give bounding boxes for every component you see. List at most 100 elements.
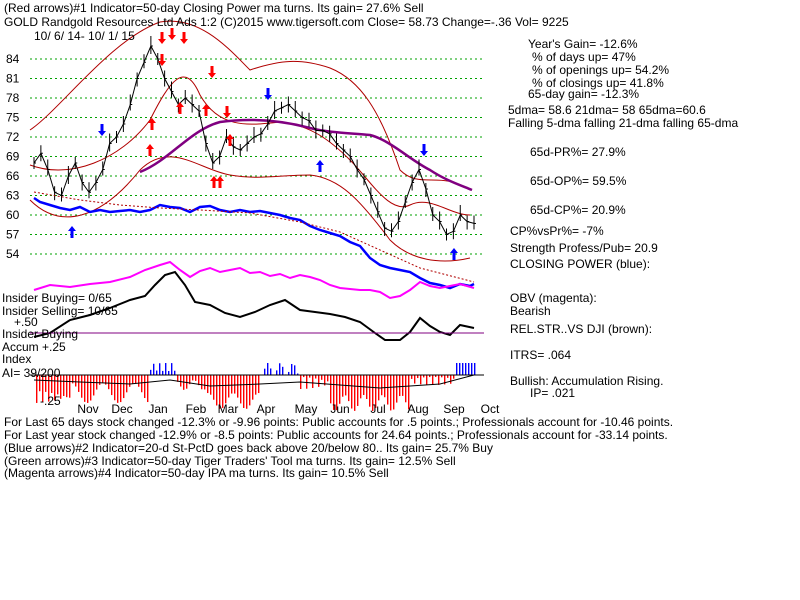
accumulation-bar <box>309 375 311 378</box>
accumulation-bar <box>144 375 146 399</box>
years-gain: Year's Gain= -12.6% <box>528 37 638 51</box>
accumulation-bar <box>435 375 437 378</box>
month-label-jul: Jul <box>370 402 385 416</box>
accumulation-bar <box>405 375 407 403</box>
accumulation-bar <box>474 363 476 375</box>
accumulation-bar <box>81 375 83 398</box>
accumulation-bar <box>78 375 80 392</box>
accumulation-bar <box>117 375 119 403</box>
red-up-arrow <box>226 134 234 146</box>
accumulation-bar <box>288 371 290 375</box>
accumulation-bar <box>255 375 257 395</box>
pr-percent: 65d-PR%= 27.9% <box>530 145 626 159</box>
accumulation-bar <box>471 363 473 375</box>
accumulation-bar <box>372 375 374 411</box>
cp-vs-pr: CP%vsPr%= -7% <box>510 224 604 238</box>
accumulation-bar <box>90 375 92 401</box>
accumulation-bar <box>450 375 452 384</box>
accumulation-bar <box>348 375 350 402</box>
accumulation-bar <box>336 375 338 411</box>
accumulation-bar <box>363 375 365 396</box>
accumulation-bar <box>426 375 428 385</box>
month-label-feb: Feb <box>186 402 207 416</box>
accumulation-bar <box>147 375 149 403</box>
accumulation-bar <box>240 375 242 404</box>
dotted-red-line <box>33 191 475 283</box>
accumulation-bar <box>399 375 401 397</box>
accumulation-bar <box>357 375 359 406</box>
accumulation-bar <box>456 363 458 375</box>
accumulation-bar <box>339 375 341 404</box>
red-arrows-indicator: (Red arrows)#1 Indicator=50-day Closing … <box>4 1 424 15</box>
accumulation-bar <box>162 370 164 375</box>
accumulation-bar <box>42 375 44 403</box>
accumulation-bar <box>408 375 410 410</box>
y-tick-72: 72 <box>6 130 20 144</box>
y-tick-63: 63 <box>6 189 20 203</box>
accumulation-bar <box>375 375 377 408</box>
accumulation-bar <box>159 363 161 375</box>
accumulation-bar <box>150 369 152 375</box>
bearish-label: Bearish <box>510 304 551 318</box>
accumulation-bar <box>318 375 320 387</box>
accumulation-bar <box>270 368 272 375</box>
accumulation-bar <box>54 375 56 401</box>
accumulation-bar <box>351 375 353 409</box>
ticker-title-line: GOLD Randgold Resources Ltd Ads 1:2 (C)2… <box>4 15 569 29</box>
price-close-line <box>33 44 475 236</box>
accum-label: Accum +.25 <box>2 340 66 354</box>
accumulation-bar <box>45 375 47 392</box>
accumulation-bar <box>186 375 188 389</box>
accumulation-bar <box>459 363 461 375</box>
closing-power-line <box>33 196 475 290</box>
red-down-arrow <box>158 54 166 66</box>
accumulation-bar <box>462 363 464 375</box>
month-label-aug: Aug <box>407 402 428 416</box>
accumulation-bar <box>396 375 398 403</box>
red-down-arrow <box>158 32 166 44</box>
footer-last-year: For Last year stock changed -12.9% or -8… <box>4 428 668 442</box>
accumulation-bar <box>216 375 218 406</box>
ma21-line <box>29 76 471 216</box>
accumulation-bar <box>279 363 281 375</box>
accumulation-bar <box>57 375 59 395</box>
accumulation-bar <box>60 375 62 399</box>
accumulation-bar <box>105 375 107 385</box>
accumulation-bar <box>198 375 200 386</box>
itrs-value: ITRS= .064 <box>510 348 572 362</box>
insider-selling-count: Insider Selling= 10/65 <box>2 304 118 318</box>
y-tick-84: 84 <box>6 52 20 66</box>
accumulation-bar <box>423 375 425 378</box>
accumulation-bar <box>138 375 140 387</box>
accumulation-bar <box>297 373 299 375</box>
obv-line <box>33 260 475 300</box>
accumulation-bar <box>315 375 317 379</box>
accumulation-bar <box>207 375 209 394</box>
price-bars <box>33 36 476 241</box>
accumulation-bar <box>387 375 389 405</box>
accumulation-bar <box>132 375 134 384</box>
ai-value: AI= 39/200 <box>2 366 61 380</box>
accumulation-bar <box>267 363 269 375</box>
accumulation-bar <box>174 370 176 375</box>
accumulation-bar <box>102 375 104 384</box>
accumulation-bar <box>468 363 470 375</box>
accumulation-bar <box>381 375 383 396</box>
accumulation-bar <box>414 375 416 384</box>
red-up-arrow <box>202 104 210 116</box>
accumulation-bar <box>264 368 266 375</box>
accumulation-bar <box>156 370 158 375</box>
red-down-arrow <box>168 28 176 40</box>
month-axis: Nov Dec Jan Feb Mar Apr May Jun Jul Aug Sep Oct <box>77 402 500 416</box>
accumulation-bar <box>453 375 455 379</box>
accumulation-bar <box>228 375 230 398</box>
footer-magenta-arrows: (Magenta arrows)#4 Indicator=50-day IPA … <box>4 466 389 480</box>
insider-buying-count: Insider Buying= 0/65 <box>2 291 112 305</box>
accumulation-bar <box>447 375 449 378</box>
footer-green-arrows: (Green arrows)#3 Indicator=50-day Tiger … <box>4 454 456 468</box>
accumulation-bar <box>48 375 50 402</box>
accumulation-bar <box>420 375 422 385</box>
month-label-jan: Jan <box>148 402 167 416</box>
accumulation-bar <box>123 375 125 399</box>
